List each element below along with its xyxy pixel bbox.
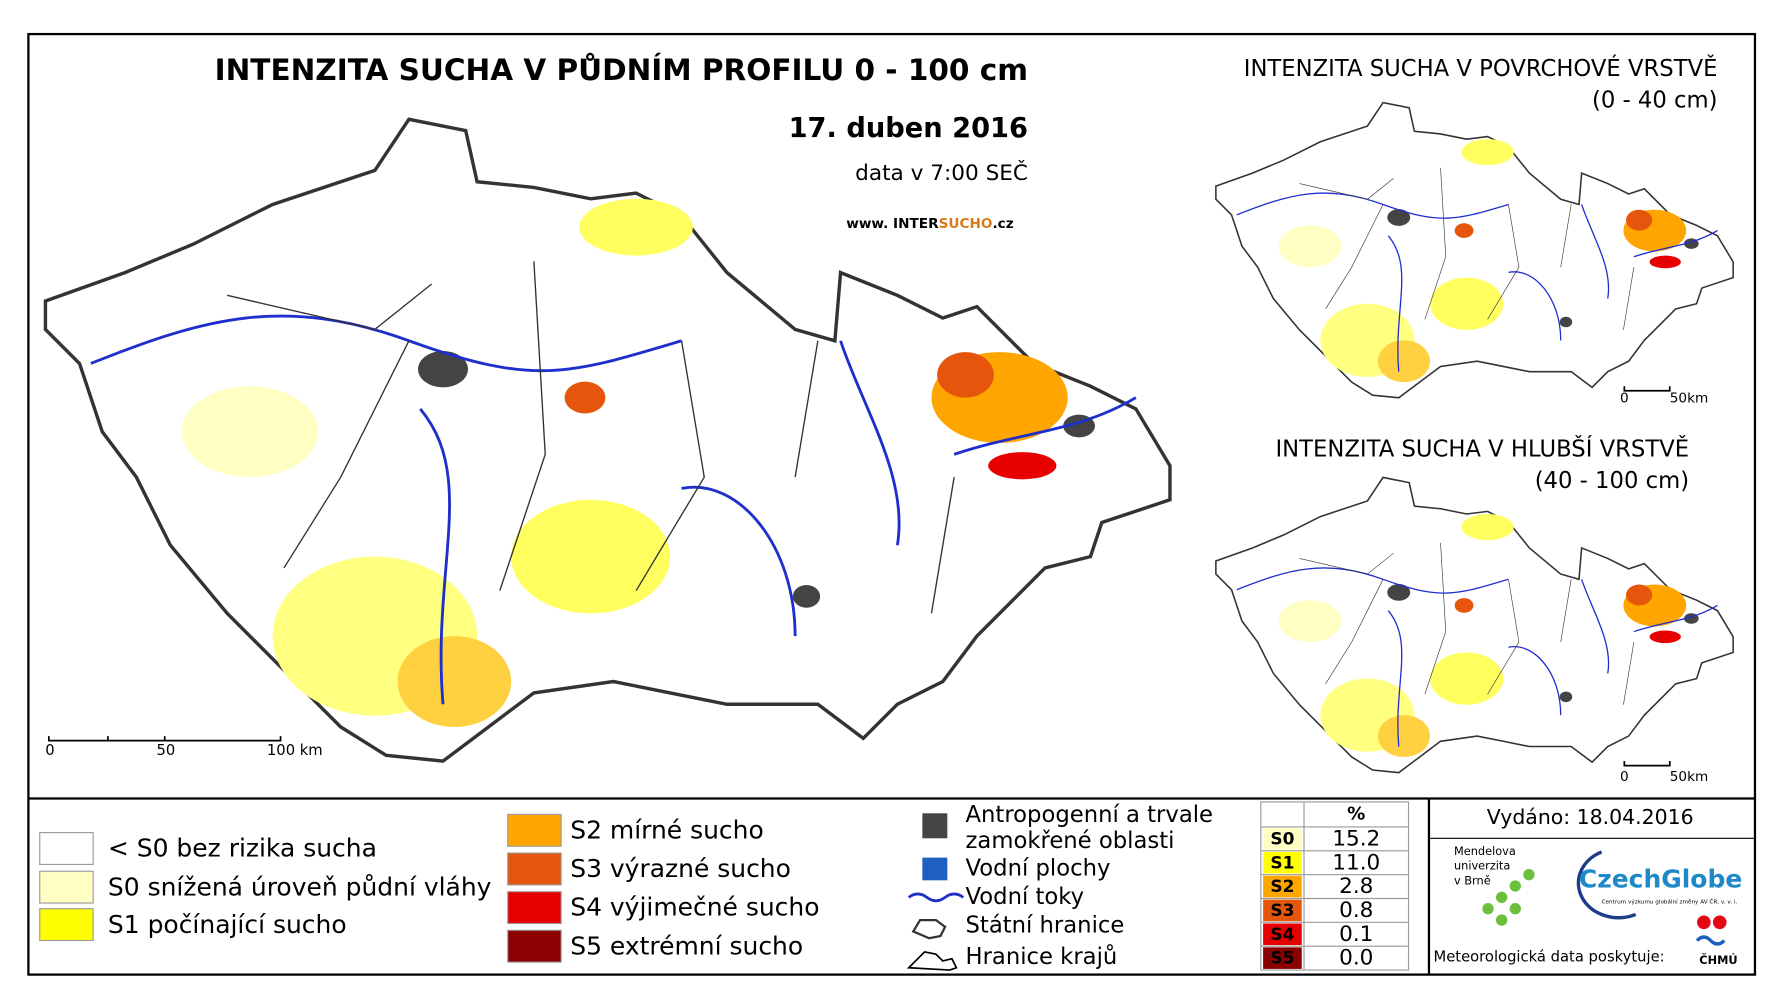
map-legend: Antropogenní a trvale zamokřené oblasti … <box>906 802 1214 971</box>
legend-swatch <box>39 870 94 904</box>
time: data v 7:00 SEČ <box>855 160 1028 186</box>
table-value: 15.2 <box>1332 826 1380 851</box>
legend-label: Státní hranice <box>966 912 1125 938</box>
table-code: S5 <box>1270 949 1294 969</box>
table-cell <box>1263 947 1302 969</box>
url: www. INTERSUCHO.cz <box>846 216 1014 232</box>
table-value: 11.0 <box>1332 850 1380 875</box>
legend-swatch <box>507 852 562 886</box>
scale-label: 50km <box>1670 391 1709 407</box>
legend-swatch <box>507 813 562 847</box>
table-header: % <box>1347 803 1365 824</box>
table-code: S2 <box>1270 877 1294 897</box>
table-cell <box>1263 923 1302 946</box>
legend: < S0 bez rizika sucha S0 snížená úroveň p… <box>39 813 820 963</box>
issued: Vydáno: 18.04.2016 <box>1487 805 1694 829</box>
scale-label: 0 <box>1620 391 1629 407</box>
inset-subtitle: (0 - 40 cm) <box>1592 88 1718 114</box>
scale-label: 100 km <box>267 742 323 759</box>
table-value: 0.8 <box>1339 898 1373 923</box>
legend-label: Antropogenní a trvale <box>966 802 1214 828</box>
table-code: S3 <box>1270 901 1294 921</box>
legend-label: Vodní plochy <box>966 855 1111 881</box>
table-code: S1 <box>1270 853 1294 873</box>
scale-label: 0 <box>45 742 54 759</box>
legend-label: S4 výjimečné sucho <box>570 893 819 922</box>
legend-swatch <box>507 891 562 925</box>
legend-label: S0 snížená úroveň půdní vláhy <box>108 872 492 901</box>
table-value: 0.0 <box>1339 946 1373 971</box>
legend-label: S3 výrazné sucho <box>570 854 791 883</box>
legend-label: < S0 bez rizika sucha <box>108 834 377 863</box>
logo-text: Centrum výzkumu globální změny AV ČR, v.… <box>1602 898 1738 905</box>
date: 17. duben 2016 <box>789 113 1028 144</box>
scale-label: 0 <box>1620 769 1629 785</box>
title: INTENZITA SUCHA V PŮDNÍM PROFILU 0 - 100… <box>215 51 1028 87</box>
url-part: .cz <box>992 216 1013 232</box>
logo-text: Meteorologická data poskytuje: <box>1434 949 1665 966</box>
inset-title: INTENZITA SUCHA V HLUBŠÍ VRSTVĚ <box>1275 434 1689 462</box>
legend-label: S5 extrémní sucho <box>570 931 803 960</box>
logo-text: ČHMÚ <box>1699 953 1737 967</box>
logo-text: v Brně <box>1454 873 1491 887</box>
url-part: www. INTER <box>846 216 939 232</box>
table-code: S0 <box>1270 829 1294 849</box>
legend-label: Hranice krajů <box>966 943 1118 970</box>
legend-label: Vodní toky <box>966 884 1085 910</box>
table-code: S4 <box>1270 925 1294 945</box>
legend-label: S1 počínající sucho <box>108 910 347 939</box>
legend-label: zamokřené oblasti <box>966 828 1175 854</box>
legend-swatch <box>507 929 562 963</box>
legend-label: S2 mírné sucho <box>570 815 764 844</box>
scale-label: 50km <box>1670 769 1709 785</box>
logo-text: Mendelova <box>1454 844 1516 858</box>
scale-label: 50 <box>156 742 175 759</box>
table-cell <box>1263 828 1302 850</box>
table-value: 2.8 <box>1339 874 1373 899</box>
inset-title: INTENZITA SUCHA V POVRCHOVÉ VRSTVĚ <box>1244 54 1718 82</box>
logo-text: CzechGlobe <box>1579 864 1742 893</box>
inset-subtitle: (40 - 100 cm) <box>1535 468 1689 494</box>
legend-swatch <box>39 908 94 942</box>
table-cell <box>1263 875 1302 898</box>
logo-text: univerzita <box>1454 859 1510 873</box>
table-value: 0.1 <box>1339 922 1373 947</box>
logos: Mendelova univerzita v Brně CzechGlobe C… <box>1434 844 1743 967</box>
url-part: SUCHO <box>939 216 993 232</box>
table-cell <box>1263 899 1302 922</box>
table-cell <box>1263 851 1302 874</box>
legend-swatch <box>39 832 94 865</box>
stats-table: % S0 15.2 S1 11.0 S2 2.8 S3 0.8 S4 0.1 S5 0.0 <box>1260 801 1410 971</box>
